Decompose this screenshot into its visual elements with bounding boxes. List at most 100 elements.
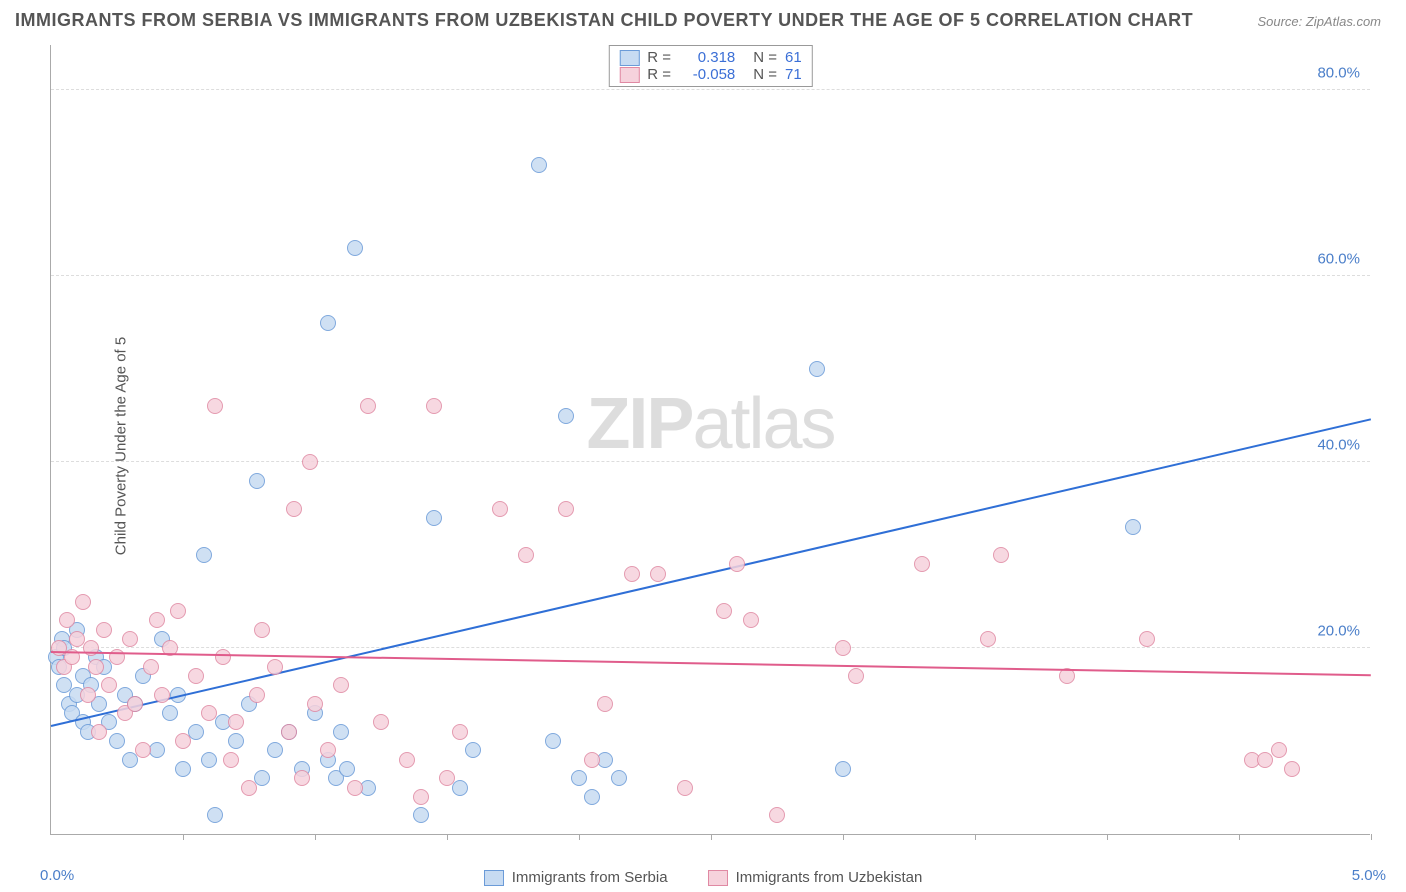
r-label: R = — [647, 66, 675, 83]
data-point — [373, 714, 389, 730]
data-point — [188, 724, 204, 740]
data-point — [80, 687, 96, 703]
correlation-legend: R =0.318N =61R =-0.058N =71 — [608, 45, 812, 87]
data-point — [1284, 761, 1300, 777]
data-point — [302, 454, 318, 470]
scatter-plot-area: ZIPatlas R =0.318N =61R =-0.058N =71 20.… — [50, 45, 1370, 835]
data-point — [127, 696, 143, 712]
gridline — [51, 647, 1370, 648]
data-point — [584, 752, 600, 768]
data-point — [584, 789, 600, 805]
n-label: N = — [753, 49, 777, 66]
data-point — [835, 640, 851, 656]
gridline — [51, 461, 1370, 462]
r-label: R = — [647, 49, 675, 66]
data-point — [122, 631, 138, 647]
data-point — [175, 733, 191, 749]
chart-title: IMMIGRANTS FROM SERBIA VS IMMIGRANTS FRO… — [15, 10, 1193, 31]
data-point — [215, 649, 231, 665]
data-point — [571, 770, 587, 786]
data-point — [597, 696, 613, 712]
data-point — [333, 724, 349, 740]
data-point — [228, 714, 244, 730]
legend-swatch — [619, 67, 639, 83]
data-point — [96, 622, 112, 638]
data-point — [267, 742, 283, 758]
data-point — [75, 594, 91, 610]
source-label: Source: ZipAtlas.com — [1257, 14, 1381, 29]
data-point — [149, 612, 165, 628]
legend-swatch — [619, 50, 639, 66]
y-tick-label: 20.0% — [1317, 623, 1360, 640]
data-point — [320, 742, 336, 758]
data-point — [59, 612, 75, 628]
data-point — [452, 780, 468, 796]
data-point — [716, 603, 732, 619]
data-point — [88, 659, 104, 675]
legend-item: Immigrants from Serbia — [484, 869, 668, 886]
data-point — [531, 157, 547, 173]
y-tick-label: 80.0% — [1317, 65, 1360, 82]
legend-row: R =0.318N =61 — [619, 49, 801, 66]
data-point — [254, 622, 270, 638]
gridline — [51, 89, 1370, 90]
data-point — [399, 752, 415, 768]
data-point — [769, 807, 785, 823]
x-tick — [843, 834, 844, 840]
regression-line — [51, 651, 1371, 676]
data-point — [809, 361, 825, 377]
data-point — [254, 770, 270, 786]
data-point — [286, 501, 302, 517]
data-point — [558, 501, 574, 517]
data-point — [1271, 742, 1287, 758]
legend-swatch — [484, 870, 504, 886]
data-point — [835, 761, 851, 777]
data-point — [426, 398, 442, 414]
data-point — [91, 724, 107, 740]
gridline — [51, 275, 1370, 276]
data-point — [249, 473, 265, 489]
x-tick — [447, 834, 448, 840]
data-point — [339, 761, 355, 777]
regression-line — [51, 418, 1371, 727]
data-point — [677, 780, 693, 796]
data-point — [207, 398, 223, 414]
data-point — [465, 742, 481, 758]
x-tick — [1107, 834, 1108, 840]
data-point — [109, 733, 125, 749]
data-point — [347, 240, 363, 256]
data-point — [241, 780, 257, 796]
x-tick — [975, 834, 976, 840]
x-tick — [1371, 834, 1372, 840]
data-point — [611, 770, 627, 786]
data-point — [267, 659, 283, 675]
data-point — [729, 556, 745, 572]
data-point — [201, 705, 217, 721]
data-point — [1257, 752, 1273, 768]
r-value: -0.058 — [683, 66, 735, 83]
x-tick — [315, 834, 316, 840]
data-point — [154, 687, 170, 703]
x-tick — [579, 834, 580, 840]
data-point — [281, 724, 297, 740]
legend-label: Immigrants from Serbia — [512, 869, 668, 886]
data-point — [320, 315, 336, 331]
n-value: 61 — [785, 49, 802, 66]
x-tick — [1239, 834, 1240, 840]
data-point — [743, 612, 759, 628]
data-point — [143, 659, 159, 675]
data-point — [333, 677, 349, 693]
data-point — [170, 603, 186, 619]
series-legend: Immigrants from Serbia Immigrants from Uz… — [0, 869, 1406, 886]
data-point — [650, 566, 666, 582]
legend-label: Immigrants from Uzbekistan — [736, 869, 923, 886]
data-point — [452, 724, 468, 740]
data-point — [518, 547, 534, 563]
data-point — [545, 733, 561, 749]
n-label: N = — [753, 66, 777, 83]
data-point — [439, 770, 455, 786]
data-point — [492, 501, 508, 517]
data-point — [848, 668, 864, 684]
data-point — [201, 752, 217, 768]
data-point — [914, 556, 930, 572]
